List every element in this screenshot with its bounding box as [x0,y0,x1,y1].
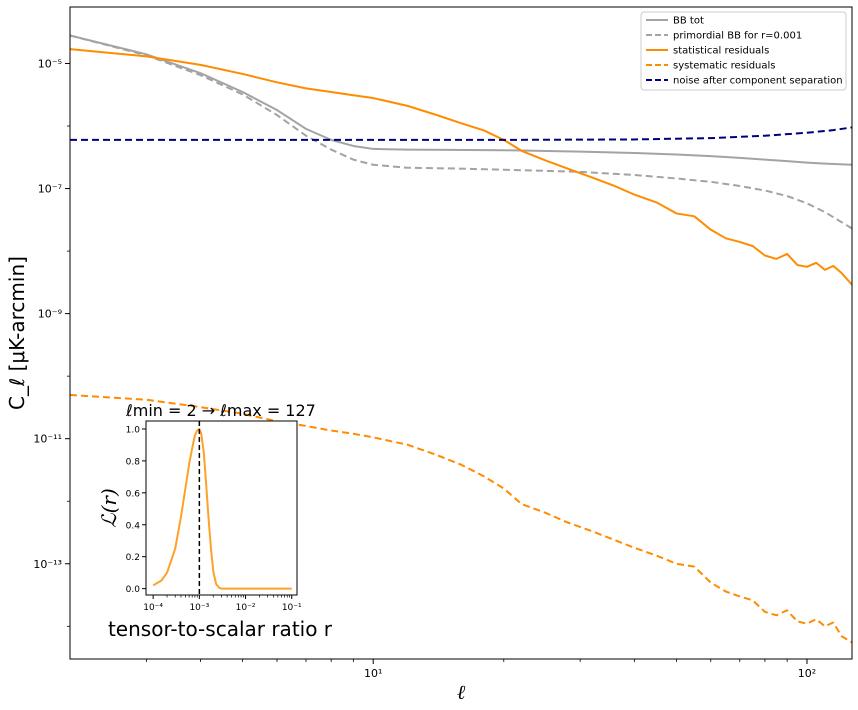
inset-y-tick-label: 0.2 [126,553,140,563]
legend-label-noise-after-component-separation: noise after component separation [673,76,843,87]
y-tick-label: 10⁻¹¹ [33,433,62,446]
inset-axes: 10⁻⁴ 10⁻³ 10⁻² 10⁻¹ 0.0 0.2 0.4 0.6 0.8 1.0 ℓmin =… [97,401,333,641]
legend-label-bb-tot: BB tot [673,16,704,27]
inset-x-axis-label: tensor-to-scalar ratio r [108,617,333,641]
y-tick-label: 10⁻¹³ [33,558,62,571]
x-axis-label: ℓ [457,680,466,704]
series-line-statistical-residuals [70,48,852,286]
y-tick-label: 10⁻⁵ [38,57,62,70]
legend-label-primordial-bb-for-r-0-001: primordial BB for r=0.001 [673,31,802,42]
inset-x-tick-label: 10⁻² [236,603,256,613]
inset-y-tick-label: 0.4 [126,521,141,531]
inset-y-tick-label: 0.8 [126,457,141,467]
inset-x-tick-label: 10⁻³ [189,603,209,613]
inset-background [146,421,297,595]
y-tick-label: 10⁻⁷ [38,183,62,196]
legend-box [640,11,847,91]
legend-label-statistical-residuals: statistical residuals [673,46,769,57]
inset-y-tick-label: 0.6 [126,489,141,499]
main-axes: 10¹ 10² 10⁻⁵ 10⁻⁷ 10⁻⁹ 10⁻¹¹ 10⁻¹³ ℓ C_ℓ [μK-arc… [5,57,816,704]
x-tick-label: 10¹ [364,667,382,680]
inset-series-group [152,421,292,595]
y-tick-label: 10⁻⁹ [38,308,62,321]
x-tick-label: 10² [798,667,816,680]
main-plot-frame [69,6,853,660]
y-axis-label: C_ℓ [μK-arcmin] [5,256,29,410]
series-line-noise-after-component-separation [70,126,852,141]
main-series-group [70,34,852,644]
inset-y-axis-label: ℒ(r) [97,488,121,528]
inset-y-tick-label: 0.0 [126,585,141,595]
series-line-primordial-bb-for-r-0-001 [70,34,852,230]
series-line-bb-tot [70,34,852,166]
inset-likelihood-curve [152,427,292,590]
legend: BB tot primordial BB for r=0.001 statistic… [640,11,847,91]
inset-y-tick-label: 1.0 [126,425,141,435]
inset-x-tick-label: 10⁻⁴ [143,603,163,613]
inset-x-tick-label: 10⁻¹ [282,603,302,613]
inset-title: ℓmin = 2 → ℓmax = 127 [125,401,316,420]
legend-label-systematic-residuals: systematic residuals [673,61,776,72]
